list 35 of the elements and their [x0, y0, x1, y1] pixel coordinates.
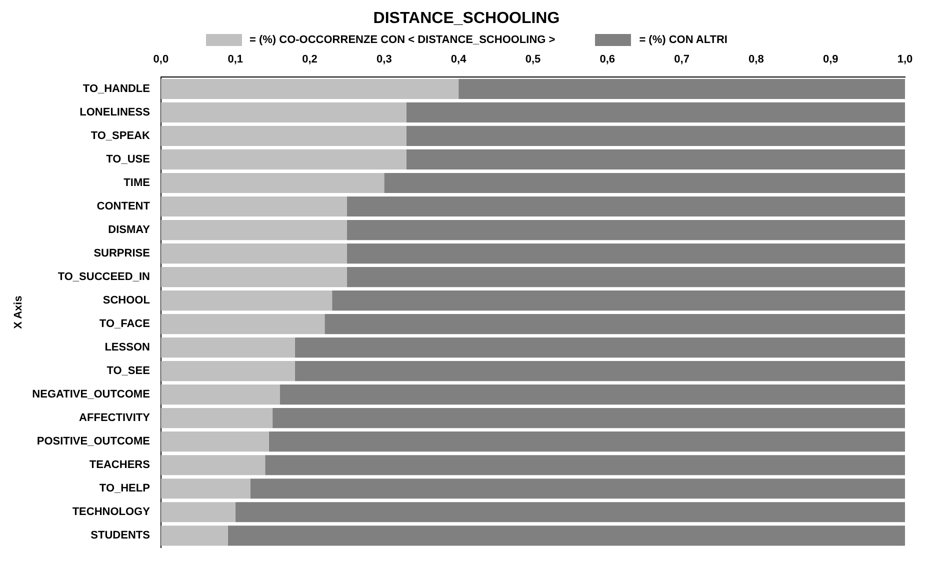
legend-label: = (%) CO-OCCORRENZE CON < DISTANCE_SCHOOLING > — [250, 34, 556, 46]
x-tick-label: 0,1 — [228, 54, 244, 66]
y-tick-label: TO_SPEAK — [90, 130, 150, 142]
y-tick-label: TO_SUCCEED_IN — [58, 271, 150, 284]
y-tick-label: STUDENTS — [90, 530, 150, 542]
x-tick-label: 0,7 — [674, 54, 690, 66]
x-tick-label: 1,0 — [897, 54, 913, 66]
y-tick-label: AFFECTIVITY — [79, 412, 151, 424]
x-tick-label: 0,4 — [450, 54, 468, 66]
y-tick-label: CONTENT — [96, 200, 150, 213]
y-tick-label: SCHOOL — [102, 294, 150, 307]
x-tick-label: 0,3 — [376, 54, 392, 66]
x-tick-label: 0,8 — [748, 54, 764, 66]
x-tick-label: 0,2 — [302, 54, 318, 66]
y-tick-label: NEGATIVE_OUTCOME — [32, 388, 150, 401]
legend-label: = (%) CON ALTRI — [639, 34, 728, 46]
y-tick-label: TECHNOLOGY — [72, 506, 151, 518]
x-tick-label: 0,6 — [600, 54, 616, 66]
chart-title: DISTANCE_SCHOOLING — [372, 9, 561, 29]
y-axis-title: X Axis — [12, 296, 25, 329]
y-tick-label: SURPRISE — [94, 248, 150, 260]
y-tick-label: TO_USE — [106, 154, 150, 166]
y-tick-label: TIME — [124, 177, 150, 190]
y-tick-label: DISMAY — [108, 224, 151, 236]
y-tick-label: TO_SEE — [106, 365, 150, 378]
x-tick-label: 0,0 — [153, 54, 169, 66]
y-tick-label: POSITIVE_OUTCOME — [36, 436, 150, 448]
y-tick-label: TO_FACE — [99, 318, 150, 330]
y-tick-label: LESSON — [104, 342, 150, 354]
x-tick-label: 0,5 — [525, 54, 541, 66]
x-tick-label: 0,9 — [822, 54, 838, 66]
y-tick-label: TEACHERS — [89, 459, 150, 472]
y-tick-label: TO_HELP — [99, 482, 150, 495]
y-tick-label: LONELINESS — [80, 106, 150, 118]
y-tick-label: TO_HANDLE — [82, 82, 150, 95]
